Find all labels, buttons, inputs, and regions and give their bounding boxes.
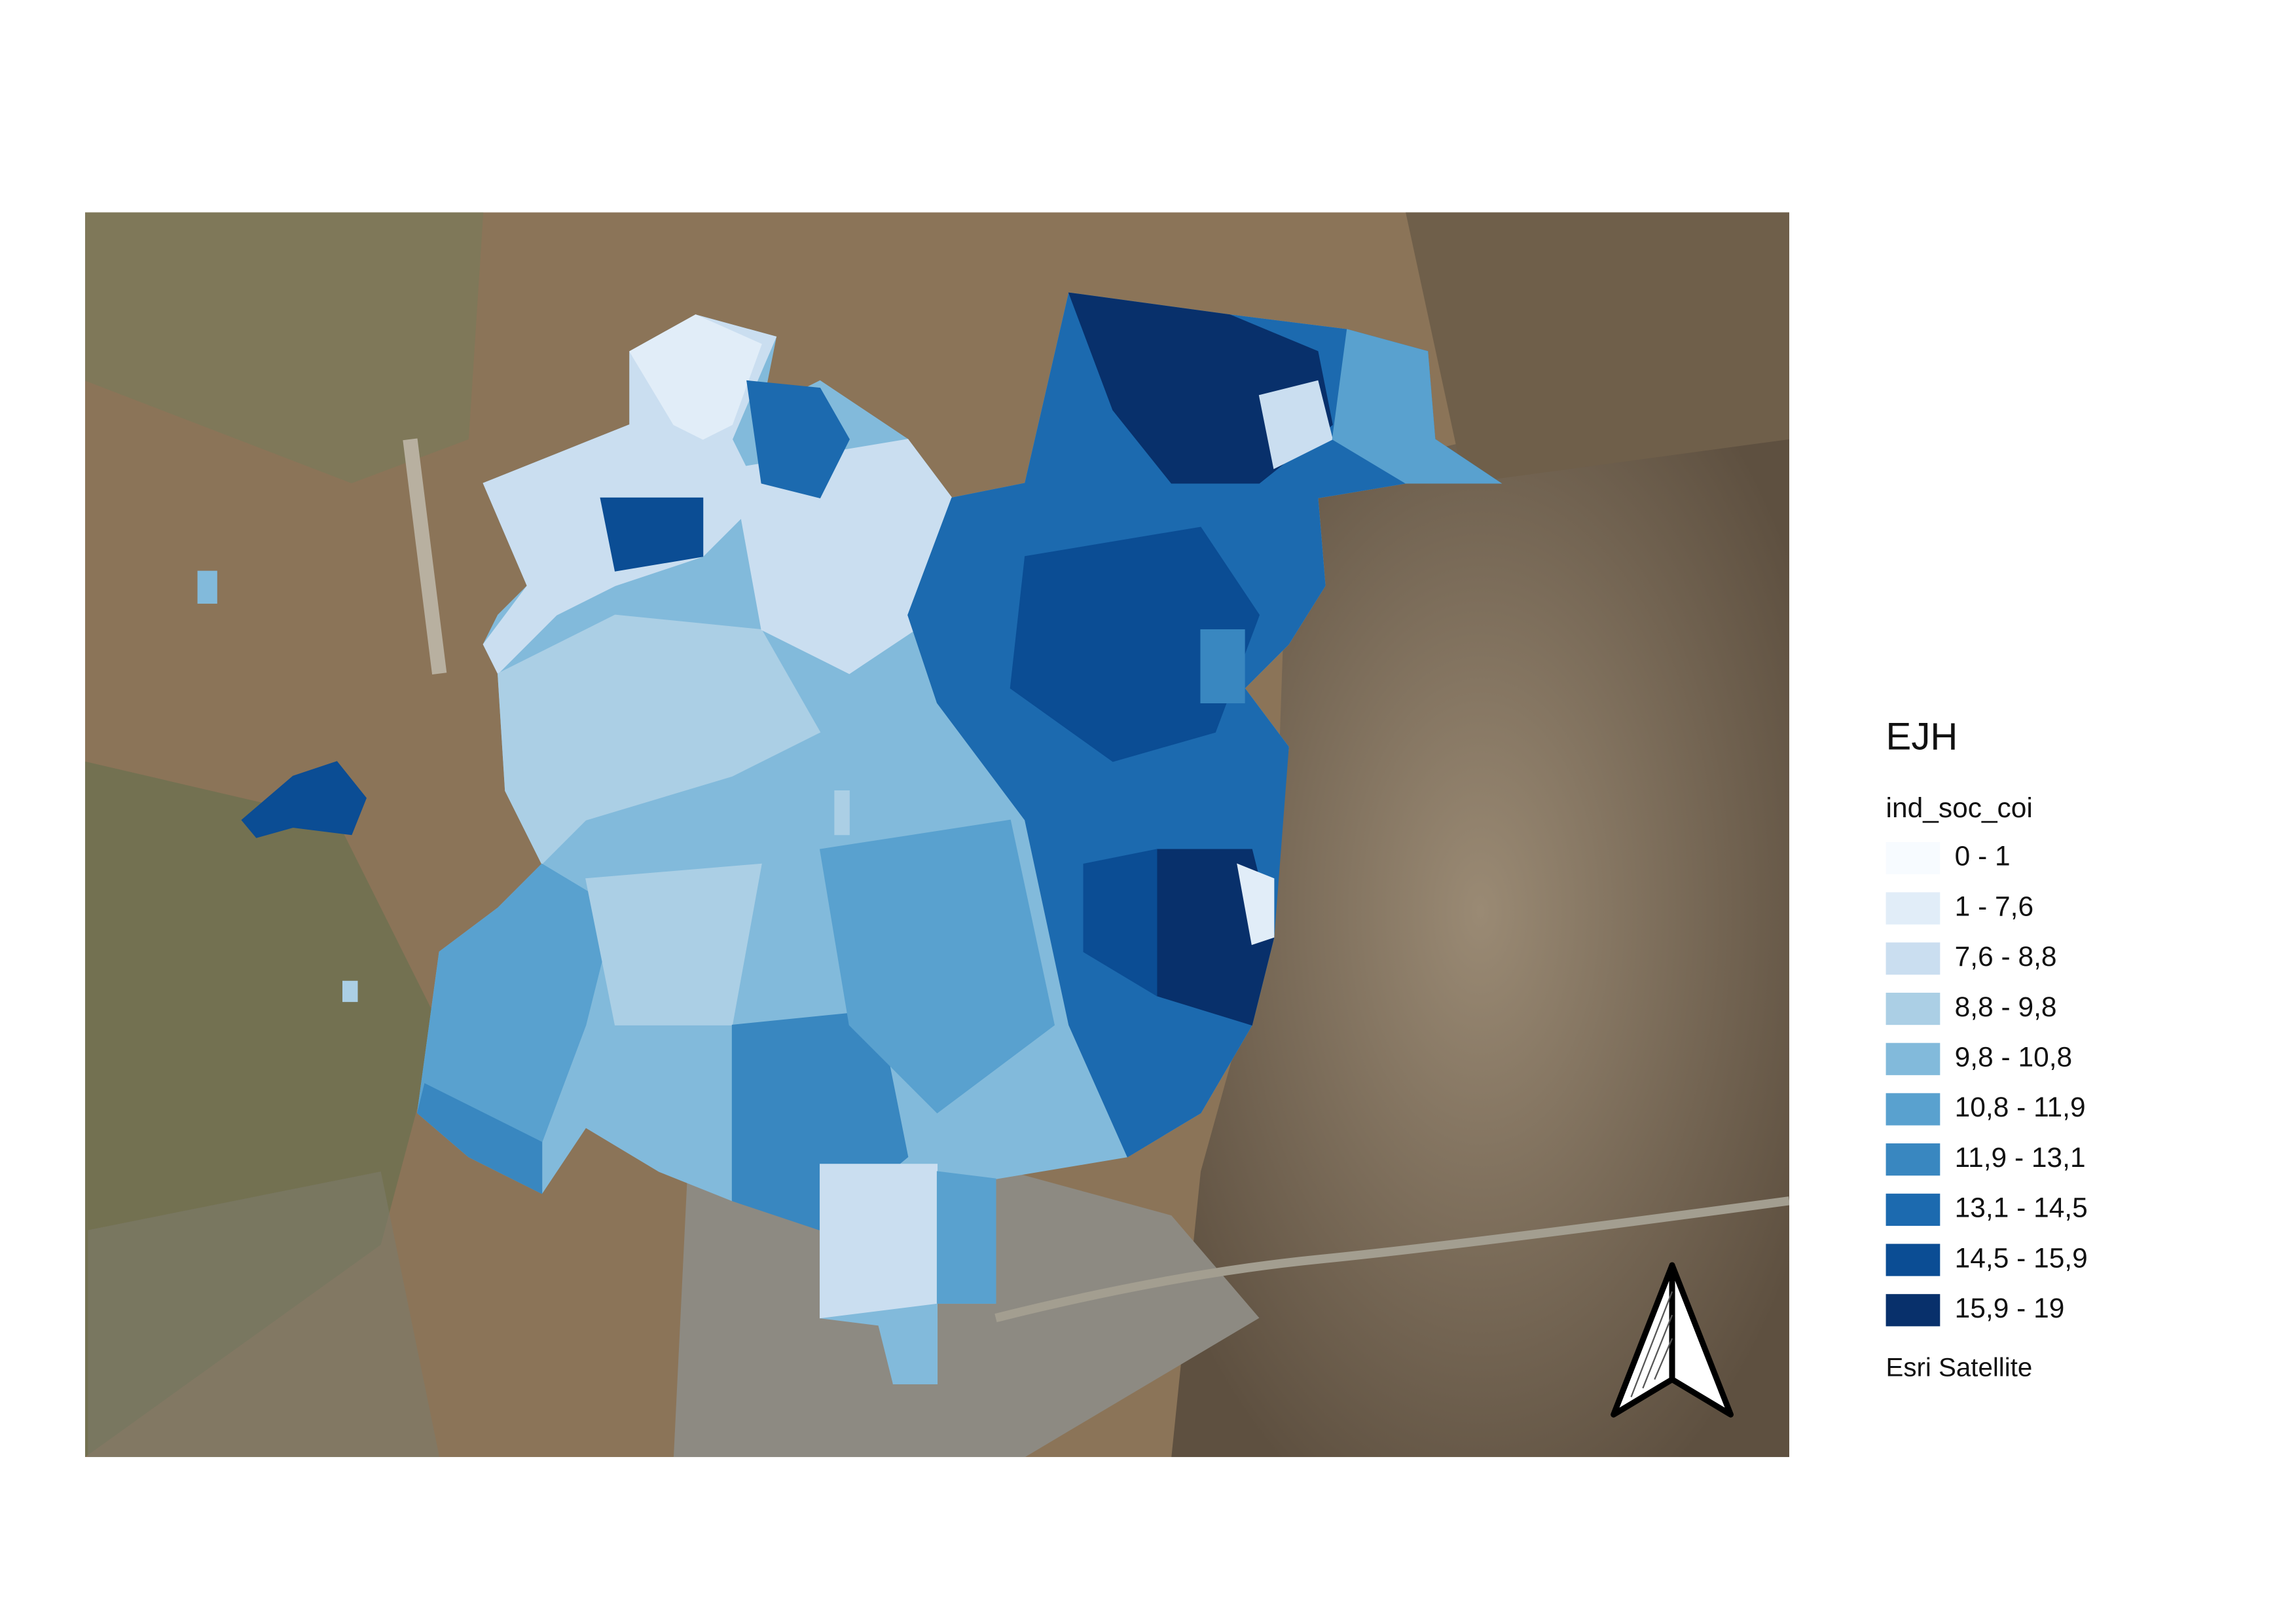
legend-label: 7,6 - 8,8 <box>1955 942 2057 972</box>
city-block <box>885 1318 938 1384</box>
legend-swatch <box>1886 1244 1941 1276</box>
city-block <box>629 314 762 440</box>
basemap-credit: Esri Satellite <box>1886 1353 2033 1382</box>
city-block <box>834 790 850 836</box>
north-arrow-right <box>1669 1262 1734 1418</box>
legend-swatch <box>1886 1193 1941 1226</box>
legend-swatch <box>1886 1093 1941 1126</box>
legend-field: ind_soc_coi <box>1886 793 2033 824</box>
city-block <box>1332 329 1503 484</box>
city-block <box>416 1083 543 1194</box>
city-block <box>936 1171 996 1304</box>
city-blocks <box>197 292 1503 1384</box>
city-block <box>746 380 850 498</box>
legend-label: 15,9 - 19 <box>1955 1293 2065 1324</box>
legend-label: 1 - 7,6 <box>1955 891 2033 922</box>
city-block <box>342 980 358 1003</box>
city-block <box>197 570 217 604</box>
legend-swatch <box>1886 1043 1941 1075</box>
north-arrow <box>1611 1262 1734 1418</box>
city-block <box>1200 629 1245 703</box>
river <box>994 1196 1789 1323</box>
legend-label: 8,8 - 9,8 <box>1955 992 2057 1023</box>
legend-swatch <box>1886 892 1941 925</box>
farmland <box>84 212 484 483</box>
legend-swatch <box>1886 942 1941 975</box>
legend-swatch <box>1886 841 1941 875</box>
city-block <box>1237 863 1275 946</box>
city-block <box>498 614 821 865</box>
legend-label: 11,9 - 13,1 <box>1955 1143 2086 1173</box>
city-block <box>241 761 367 838</box>
city-block <box>600 497 704 572</box>
mountains <box>1406 212 1789 483</box>
urban-area <box>88 1171 440 1458</box>
legend-title: EJH <box>1886 716 1958 758</box>
city-block <box>1068 292 1333 484</box>
legend-label: 0 - 1 <box>1955 841 2011 872</box>
airport <box>403 438 447 675</box>
legend-swatch <box>1886 992 1941 1025</box>
city-block <box>819 819 1055 1114</box>
legend-label: 10,8 - 11,9 <box>1955 1092 2086 1123</box>
map-frame <box>84 212 1789 1458</box>
north-arrow-hatch <box>1630 1291 1673 1397</box>
legend: EJH ind_soc_coi Esri Satellite 0 - 1 1 - … <box>1886 716 2088 1382</box>
legend-label: 13,1 - 14,5 <box>1955 1193 2088 1224</box>
city-block <box>1010 526 1260 762</box>
legend-swatch <box>1886 1143 1941 1176</box>
city-block <box>585 863 762 1025</box>
mountains <box>1171 366 1789 1458</box>
legend-label: 9,8 - 10,8 <box>1955 1042 2072 1073</box>
city-block <box>820 1164 938 1319</box>
legend-swatch <box>1886 1294 1941 1327</box>
legend-label: 14,5 - 15,9 <box>1955 1243 2088 1274</box>
city-block <box>1083 849 1157 997</box>
